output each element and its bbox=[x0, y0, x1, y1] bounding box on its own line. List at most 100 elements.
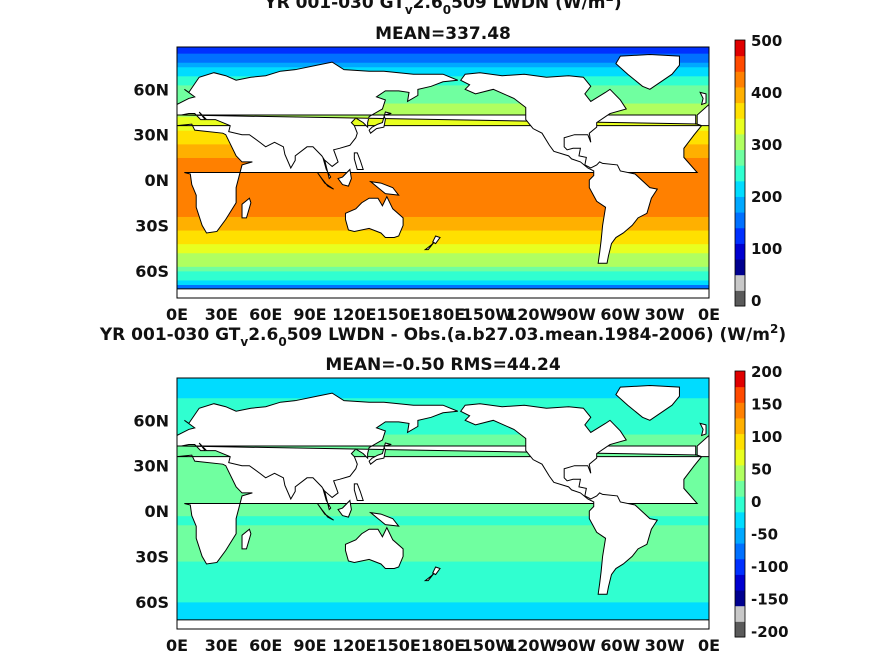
colorbar-segment bbox=[735, 480, 745, 497]
colorbar-tick-label: 100 bbox=[751, 240, 782, 258]
field-band bbox=[177, 524, 709, 530]
x-tick-label: 120W bbox=[506, 636, 557, 655]
field-band bbox=[177, 216, 709, 222]
field-band bbox=[177, 597, 709, 603]
field-band bbox=[177, 579, 709, 585]
field-band bbox=[177, 189, 709, 195]
field-band bbox=[177, 397, 709, 403]
field-band bbox=[177, 560, 709, 567]
field-band bbox=[177, 257, 709, 263]
field-band bbox=[177, 592, 709, 598]
colorbar-segment bbox=[735, 227, 745, 244]
field-band bbox=[177, 184, 709, 190]
continent bbox=[177, 619, 709, 629]
field-band bbox=[177, 225, 709, 231]
field-band bbox=[177, 378, 709, 381]
field-band bbox=[177, 610, 709, 616]
field-band bbox=[177, 229, 709, 236]
field-band bbox=[177, 57, 709, 63]
x-tick-label: 150E bbox=[377, 305, 421, 324]
panel1-frame bbox=[176, 46, 710, 299]
y-tick-label: 60S bbox=[135, 262, 169, 281]
colorbar-frame bbox=[734, 370, 746, 638]
field-band bbox=[177, 384, 709, 390]
x-tick-label: 60E bbox=[249, 636, 282, 655]
colorbar-tick-label: -50 bbox=[751, 526, 778, 544]
field-band bbox=[177, 379, 709, 385]
colorbar-segment bbox=[735, 274, 745, 291]
colorbar-segment bbox=[735, 496, 745, 513]
panel2-colorbar: 200 150 100 50 0 -50 -100 -150 -200 bbox=[734, 363, 789, 641]
x-tick-label: 150W bbox=[462, 636, 513, 655]
field-band bbox=[177, 574, 709, 580]
field-band bbox=[177, 66, 709, 72]
field-band bbox=[177, 220, 709, 227]
panel2-frame bbox=[176, 377, 710, 630]
field-band bbox=[177, 47, 709, 50]
field-band bbox=[177, 279, 709, 285]
x-tick-label: 120W bbox=[506, 305, 557, 324]
colorbar-tick-label: 400 bbox=[751, 84, 782, 102]
colorbar-segment bbox=[735, 71, 745, 88]
field-band bbox=[177, 239, 709, 245]
colorbar-segment bbox=[735, 196, 745, 213]
colorbar-segment bbox=[735, 149, 745, 166]
continent bbox=[699, 91, 707, 106]
continent bbox=[241, 528, 252, 550]
field-band bbox=[177, 506, 709, 512]
field-band bbox=[177, 511, 709, 517]
colorbar-segment bbox=[735, 102, 745, 119]
panel2-y-ticks: 60N 30N 0N 30S 60S bbox=[133, 411, 169, 611]
field-band bbox=[177, 565, 709, 571]
field-band bbox=[177, 538, 709, 544]
field-band bbox=[177, 275, 709, 281]
field-band bbox=[177, 547, 709, 553]
colorbar-tick-label: 300 bbox=[751, 136, 782, 154]
field-band bbox=[177, 180, 709, 186]
colorbar-segment bbox=[735, 449, 745, 466]
colorbar-segment bbox=[735, 386, 745, 403]
x-tick-label: 150E bbox=[377, 636, 421, 655]
colorbar-segment bbox=[735, 464, 745, 482]
x-tick-label: 0E bbox=[166, 305, 188, 324]
field-band bbox=[177, 606, 709, 612]
x-tick-label: 90E bbox=[293, 636, 326, 655]
colorbar-tick-label: 100 bbox=[751, 428, 782, 446]
field-band bbox=[177, 207, 709, 213]
continent bbox=[368, 442, 392, 465]
continent bbox=[337, 168, 352, 187]
field-band bbox=[177, 234, 709, 240]
field-band bbox=[177, 270, 709, 276]
field-band bbox=[177, 601, 709, 607]
field-band bbox=[177, 515, 709, 521]
field-band bbox=[177, 62, 709, 68]
continent bbox=[241, 197, 252, 219]
field-band bbox=[177, 198, 709, 204]
y-tick-label: 60N bbox=[133, 411, 169, 430]
field-band bbox=[177, 89, 709, 95]
field-band bbox=[177, 248, 709, 254]
panel1-map bbox=[177, 47, 709, 298]
field-band bbox=[177, 388, 709, 394]
continent bbox=[337, 499, 352, 518]
continent bbox=[344, 195, 404, 239]
field-band bbox=[177, 588, 709, 594]
colorbar-segment bbox=[735, 371, 745, 388]
colorbar-segment bbox=[735, 574, 745, 591]
continent bbox=[615, 385, 680, 421]
colorbar-tick-label: -100 bbox=[751, 558, 789, 576]
colorbar-segment bbox=[735, 55, 745, 72]
x-tick-label: 150W bbox=[462, 305, 513, 324]
panel1-title: YR 001-030 GTv2.60509 LWDN (W/m2) bbox=[263, 0, 621, 17]
y-tick-label: 0N bbox=[144, 502, 169, 521]
x-tick-label: 90E bbox=[293, 305, 326, 324]
field-band bbox=[177, 501, 709, 508]
continent bbox=[423, 241, 435, 251]
colorbar-segment bbox=[735, 290, 745, 307]
field-band bbox=[177, 261, 709, 267]
colorbar-segment bbox=[735, 133, 745, 151]
panel1-y-ticks: 60N 30N 0N 30S 60S bbox=[133, 80, 169, 280]
field-band bbox=[177, 415, 709, 421]
colorbar-segment bbox=[735, 417, 745, 435]
